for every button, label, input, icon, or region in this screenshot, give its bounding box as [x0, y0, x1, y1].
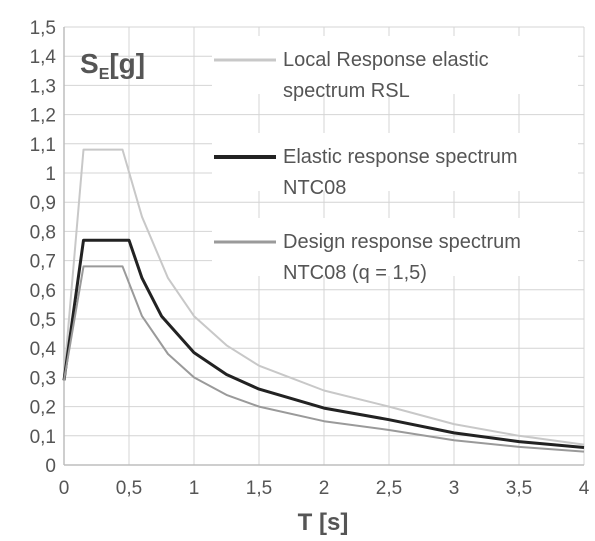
x-tick-label: 1 — [189, 478, 200, 499]
x-tick-labels: 0 0,5 1 1,5 2 2,5 3 3,5 4 — [59, 478, 590, 499]
y-tick-label: 0,6 — [30, 281, 56, 302]
legend-label: spectrum RSL — [283, 80, 410, 102]
x-tick-label: 2 — [319, 478, 330, 499]
legend-label: Local Response elastic — [283, 49, 489, 71]
y-tick-labels: 0 0,1 0,2 0,3 0,4 0,5 0,6 0,7 0,8 0,9 1 1,1 1,2 1,3 1,… — [30, 18, 57, 477]
legend-label: Elastic response spectrum — [283, 146, 518, 168]
y-tick-label: 0,4 — [30, 339, 57, 360]
legend-label: NTC08 — [283, 177, 346, 199]
y-axis-label-main: S — [80, 48, 99, 79]
y-tick-label: 0,8 — [30, 222, 56, 243]
legend-entry-2: Elastic response spectrum NTC08 — [212, 133, 578, 199]
legend-label: NTC08 (q = 1,5) — [283, 262, 427, 284]
series-line-2 — [62, 238, 585, 449]
x-tick-label: 2,5 — [376, 478, 402, 499]
y-tick-label: 1,1 — [30, 135, 56, 156]
legend-entry-1: Local Response elastic spectrum RSL — [212, 36, 578, 102]
y-tick-label: 0 — [45, 456, 56, 477]
legend-background — [212, 218, 578, 276]
y-axis-label-subscript: E — [99, 66, 110, 83]
legend: Local Response elastic spectrum RSL Elasti… — [212, 36, 578, 284]
y-tick-label: 1,3 — [30, 76, 56, 97]
legend-background — [212, 133, 578, 191]
axes — [63, 27, 584, 466]
x-tick-label: 0 — [59, 478, 70, 499]
x-tick-label: 3 — [449, 478, 460, 499]
x-tick-label: 3,5 — [506, 478, 532, 499]
y-tick-label: 0,7 — [30, 252, 56, 273]
y-tick-label: 1,5 — [30, 18, 56, 39]
y-axis-label: SE[g] — [80, 48, 145, 83]
y-tick-label: 0,2 — [30, 398, 56, 419]
y-tick-label: 0,3 — [30, 368, 56, 389]
legend-entry-3: Design response spectrum NTC08 (q = 1,5) — [212, 218, 578, 284]
y-tick-label: 1 — [45, 164, 56, 185]
series-line-1 — [63, 148, 585, 446]
legend-label: Design response spectrum — [283, 231, 521, 253]
y-tick-label: 1,2 — [30, 106, 56, 127]
x-tick-label: 0,5 — [116, 478, 142, 499]
legend-background — [212, 36, 578, 94]
x-tick-label: 4 — [579, 478, 590, 499]
y-tick-label: 0,5 — [30, 310, 56, 331]
series-line-3 — [63, 265, 585, 453]
y-tick-label: 0,9 — [30, 193, 56, 214]
y-tick-label: 0,1 — [30, 427, 56, 448]
series-lines — [62, 148, 585, 453]
x-axis-label: T [s] — [298, 509, 349, 536]
x-tick-label: 1,5 — [246, 478, 272, 499]
y-axis-label-unit: [g] — [109, 48, 145, 79]
y-tick-label: 1,4 — [30, 47, 57, 68]
